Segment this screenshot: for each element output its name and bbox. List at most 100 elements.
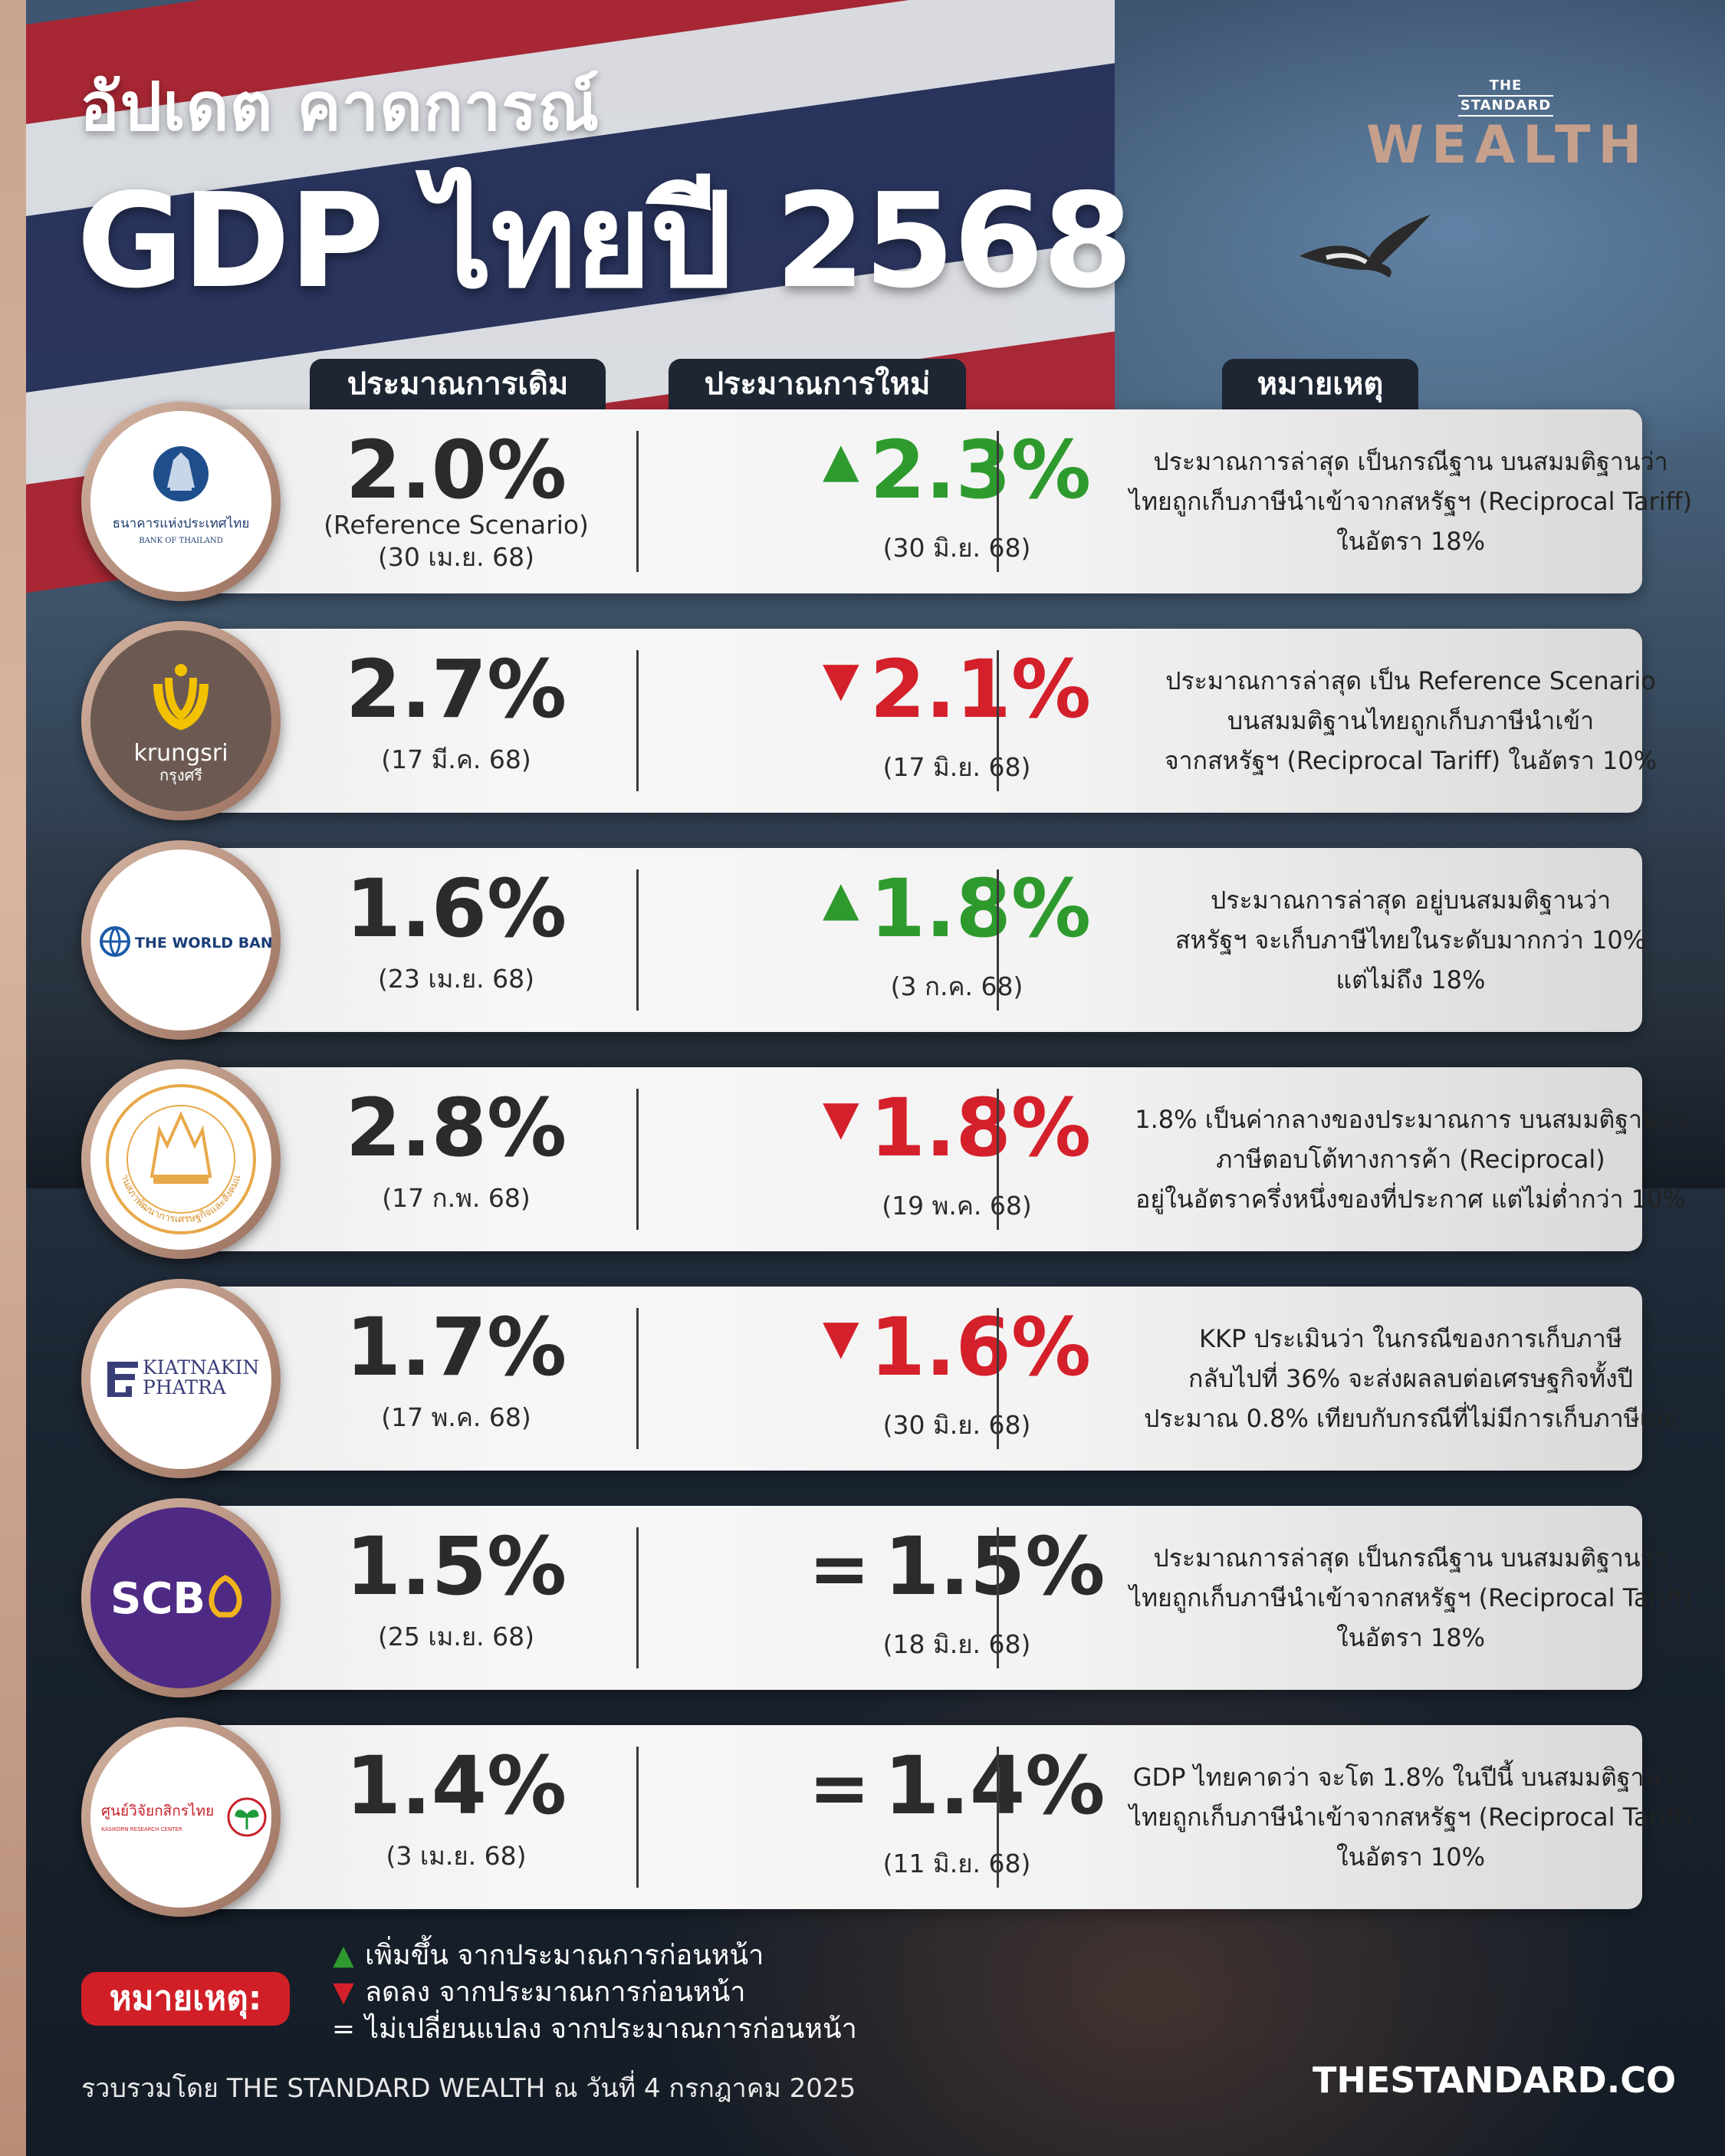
nesdc-seal-icon: สำนักงานสภาพัฒนาการเศรษฐกิจและสังคมแห่งช…	[90, 1069, 256, 1234]
bird-icon	[1300, 215, 1431, 278]
logo-text-th: กรุงศรี	[159, 766, 202, 785]
equal-sign-icon: =	[808, 1745, 870, 1831]
note-line: กลับไปที่ 36% จะส่งผลลบต่อเศรษฐกิจทั้งปี	[1188, 1364, 1633, 1393]
logo-text-th: ศูนย์วิจัยกสิกรไทย	[101, 1803, 214, 1819]
title-line2: GDP ไทยปี 2568	[77, 166, 1133, 317]
new-forecast-date: (11 มิ.ย. 68)	[882, 1849, 1031, 1878]
old-forecast-date: (3 เม.ย. 68)	[386, 1841, 527, 1871]
logo-text: SCB	[110, 1574, 205, 1624]
new-forecast-number: 1.4%	[884, 1739, 1106, 1832]
legend-up: ▲ เพิ่มขึ้น จากประมาณการก่อนหน้า	[322, 1938, 764, 1974]
column-divider	[997, 431, 999, 572]
logo-text-en: THE WORLD BANK	[135, 935, 271, 951]
forecast-row: 1.4% (3 เม.ย. 68) = 1.4% (11 มิ.ย. 68) GD…	[169, 1725, 1692, 1909]
column-divider	[636, 1747, 639, 1888]
new-forecast-value: = 1.4%	[788, 1739, 1125, 1832]
legend-down-text: ลดลง จากประมาณการก่อนหน้า	[365, 1977, 746, 2008]
down-arrow-icon: ▼	[822, 1309, 859, 1365]
column-divider	[997, 1308, 999, 1449]
forecast-row: 2.8% (17 ก.พ. 68) ▼ 1.8% (19 พ.ค. 68) 1.8…	[169, 1067, 1687, 1251]
new-forecast-number: 1.5%	[884, 1520, 1106, 1613]
column-divider	[636, 1308, 639, 1449]
world-bank-logo: THE WORLD BANK	[81, 840, 281, 1040]
forecast-row: 2.0% (Reference Scenario) (30 เม.ย. 68) …	[169, 409, 1692, 593]
legend-up-text: เพิ่มขึ้น จากประมาณการก่อนหน้า	[365, 1940, 764, 1971]
kiatnakin-phatra-logo: KIATNAKIN PHATRA	[81, 1279, 281, 1478]
world-bank-globe-icon: THE WORLD BANK	[100, 926, 271, 957]
note-line: ภาษีตอบโต้ทางการค้า (Reciprocal)	[1216, 1145, 1605, 1174]
old-forecast-value: 2.7%	[345, 643, 567, 736]
kkp-emblem-icon: KIATNAKIN PHATRA	[107, 1356, 259, 1398]
brand-small-line2: STANDARD	[1460, 97, 1552, 113]
new-forecast-date: (18 มิ.ย. 68)	[882, 1629, 1031, 1659]
new-forecast-value: ▼ 2.1%	[788, 643, 1125, 736]
forecast-row: 1.7% (17 พ.ค. 68) ▼ 1.6% (30 มิ.ย. 68) KK…	[169, 1287, 1677, 1471]
note-line: บนสมมติฐานไทยถูกเก็บภาษีนำเข้า	[1227, 706, 1595, 735]
logo-text-en: krungsri	[133, 740, 228, 767]
source-credit: รวบรวมโดย THE STANDARD WEALTH ณ วันที่ 4…	[81, 2073, 856, 2104]
note-line: จากสหรัฐฯ (Reciprocal Tariff) ในอัตรา 10…	[1164, 746, 1658, 775]
brand-logo-wealth: WEALTH	[1366, 115, 1650, 176]
old-forecast-date: (17 ก.พ. 68)	[382, 1183, 531, 1213]
column-divider	[997, 1747, 999, 1888]
note-line: สหรัฐฯ จะเก็บภาษีไทยในระดับมากกว่า 10%	[1175, 925, 1647, 955]
new-forecast-value: = 1.5%	[788, 1520, 1125, 1613]
forecast-note: ประมาณการล่าสุด เป็นกรณีฐาน บนสมมติฐานว่…	[1129, 409, 1692, 593]
new-forecast-date: (30 มิ.ย. 68)	[882, 1410, 1031, 1440]
old-forecast-value: 2.8%	[345, 1081, 567, 1175]
new-forecast-date: (17 มิ.ย. 68)	[882, 752, 1031, 782]
note-line: ในอัตรา 18%	[1336, 1623, 1485, 1652]
new-forecast-number: 1.8%	[869, 862, 1092, 955]
krungsri-logo: krungsri กรุงศรี	[81, 621, 281, 820]
old-forecast-value: 1.4%	[345, 1739, 567, 1832]
new-forecast-value: ▼ 1.6%	[788, 1300, 1125, 1394]
old-forecast-date: (23 เม.ย. 68)	[377, 964, 535, 994]
note-line: ประมาณ 0.8% เทียบกับกรณีที่ไม่มีการเก็บภ…	[1143, 1404, 1678, 1433]
up-arrow-icon: ▲	[822, 432, 859, 488]
new-forecast-date: (30 มิ.ย. 68)	[882, 533, 1031, 563]
up-arrow-icon: ▲	[333, 1940, 354, 1971]
title-line1: อัปเดต คาดการณ์	[80, 69, 600, 146]
new-forecast-number: 1.6%	[869, 1300, 1092, 1394]
old-forecast-value: 1.6%	[345, 862, 567, 955]
legend-label: หมายเหตุ:	[81, 1972, 290, 2026]
note-line: ในอัตรา 10%	[1336, 1842, 1485, 1872]
forecast-row: 2.7% (17 มี.ค. 68) ▼ 2.1% (17 มิ.ย. 68) ป…	[169, 629, 1657, 813]
website-url: THESTANDARD.CO	[1313, 2059, 1677, 2101]
old-forecast-date: (30 เม.ย. 68)	[377, 542, 535, 572]
old-forecast-value: 1.5%	[345, 1520, 567, 1613]
krungsri-emblem-icon: krungsri กรุงศรี	[133, 664, 228, 785]
column-divider	[636, 1089, 639, 1230]
note-line: ไทยถูกเก็บภาษีนำเข้าจากสหรัฐฯ (Reciproca…	[1129, 1803, 1693, 1832]
old-forecast-date: (17 พ.ค. 68)	[381, 1402, 531, 1432]
bank-of-thailand-emblem-icon: ธนาคารแห่งประเทศไทย BANK OF THAILAND	[113, 446, 249, 545]
new-forecast-number: 2.1%	[869, 643, 1092, 736]
note-line: แต่ไม่ถึง 18%	[1336, 965, 1486, 994]
down-arrow-icon: ▼	[822, 1090, 859, 1145]
column-divider	[997, 1089, 999, 1230]
new-forecast-number: 1.8%	[869, 1081, 1092, 1175]
new-forecast-date: (3 ก.ค. 68)	[890, 971, 1024, 1001]
logo-text-line2: PHATRA	[143, 1376, 227, 1398]
old-forecast-value: 1.7%	[345, 1300, 567, 1394]
bank-of-thailand-logo: ธนาคารแห่งประเทศไทย BANK OF THAILAND	[81, 402, 281, 601]
down-arrow-icon: ▼	[333, 1977, 354, 2008]
note-line: 1.8% เป็นค่ากลางของประมาณการ บนสมมติฐานว…	[1135, 1105, 1687, 1134]
note-line: ไทยถูกเก็บภาษีนำเข้าจากสหรัฐฯ (Reciproca…	[1129, 1583, 1693, 1612]
left-accent-strip	[0, 0, 26, 2156]
column-divider	[997, 869, 999, 1011]
column-header-old: ประมาณการเดิม	[310, 359, 606, 409]
new-forecast-value: ▲ 1.8%	[788, 862, 1125, 955]
scb-emblem-icon: SCB	[110, 1574, 242, 1624]
forecast-note: 1.8% เป็นค่ากลางของประมาณการ บนสมมติฐานว…	[1135, 1067, 1687, 1251]
brand-logo-small: THE STANDARD	[1458, 78, 1553, 118]
legend-eq: = ไม่เปลี่ยนแปลง จากประมาณการก่อนหน้า	[322, 2012, 857, 2047]
old-forecast-date: (17 มี.ค. 68)	[381, 744, 531, 774]
equal-sign-icon: =	[331, 2013, 356, 2045]
note-line: ประมาณการล่าสุด เป็นกรณีฐาน บนสมมติฐานว่…	[1153, 447, 1668, 476]
up-arrow-icon: ▲	[822, 870, 859, 926]
nesdc-logo: สำนักงานสภาพัฒนาการเศรษฐกิจและสังคมแห่งช…	[81, 1060, 281, 1259]
legend-eq-text: ไม่เปลี่ยนแปลง จากประมาณการก่อนหน้า	[365, 2013, 857, 2045]
forecast-row: 1.5% (25 เม.ย. 68) = 1.5% (18 มิ.ย. 68) ป…	[169, 1506, 1692, 1690]
forecast-note: ประมาณการล่าสุด เป็นกรณีฐาน บนสมมติฐานว่…	[1129, 1506, 1692, 1690]
